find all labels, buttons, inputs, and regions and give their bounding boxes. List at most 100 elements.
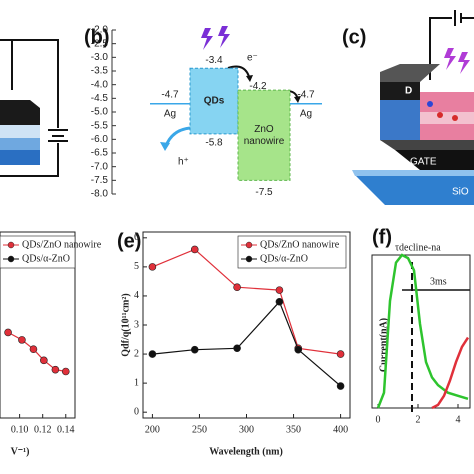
- ag-label: Ag: [300, 108, 312, 119]
- data-point: [51, 365, 60, 374]
- gate-top: [380, 140, 474, 150]
- data-point: [40, 356, 48, 365]
- annotation: τdecline-na: [395, 242, 441, 253]
- level-label: -4.7: [297, 89, 315, 100]
- data-point: [275, 297, 284, 306]
- band-name: ZnO: [254, 124, 274, 135]
- series-line: [152, 248, 341, 355]
- data-point: [190, 345, 199, 354]
- light-icon: [444, 48, 456, 70]
- drain-top: [380, 64, 440, 82]
- layer: [420, 112, 474, 124]
- arrow-head: [160, 142, 170, 151]
- arrow-head: [246, 75, 253, 82]
- y-tick-label: 1: [134, 377, 139, 388]
- x-tick-label: 0.10: [11, 424, 29, 435]
- y-axis-label: Qdf/q(10¹¹cm²): [120, 293, 131, 356]
- band-name: nanowire: [244, 136, 285, 147]
- level-label: -7.5: [255, 187, 273, 198]
- wire: [0, 143, 59, 177]
- data-point: [233, 283, 241, 292]
- data-point: [148, 263, 157, 271]
- y-tick-label: -6.0: [91, 134, 109, 145]
- series-line: [431, 336, 470, 410]
- x-tick-label: 350: [286, 424, 301, 435]
- x-tick-label: 2: [416, 414, 421, 425]
- x-axis-label: V⁻¹): [11, 446, 30, 457]
- particle: [452, 115, 458, 121]
- legend-marker: [245, 255, 253, 263]
- channel: [380, 92, 420, 140]
- x-tick-label: 200: [145, 424, 160, 435]
- band-name: QDs: [204, 96, 225, 107]
- data-point: [275, 286, 284, 294]
- y-tick-label: 5: [134, 261, 139, 272]
- x-tick-label: 250: [192, 424, 207, 435]
- y-tick-label: 4: [134, 290, 139, 301]
- plot-frame: [0, 231, 76, 419]
- panel-label: (e): [117, 230, 141, 252]
- data-point: [233, 344, 241, 353]
- particle: [427, 101, 433, 107]
- x-tick-label: 0.14: [57, 424, 75, 435]
- gate-label: GATE: [410, 157, 437, 168]
- y-axis-label: Current(nA): [378, 318, 389, 372]
- legend-marker: [7, 241, 15, 249]
- data-point: [4, 328, 12, 337]
- layer: [0, 150, 40, 165]
- zno-band: [237, 89, 291, 181]
- drain: [380, 82, 420, 100]
- y-tick-label: -7.0: [91, 161, 109, 172]
- data-point: [61, 367, 70, 376]
- level-label: -4.7: [161, 89, 179, 100]
- legend-box: [0, 235, 76, 269]
- level-label: -3.4: [205, 55, 223, 66]
- panel-a-device: [0, 39, 68, 177]
- y-tick-label: 0: [134, 406, 139, 417]
- wire: [12, 39, 59, 128]
- wire: [429, 17, 452, 80]
- data-point: [336, 350, 345, 358]
- level-label: -4.2: [249, 81, 267, 92]
- annotation: 3ms: [430, 276, 447, 287]
- data-point: [336, 382, 345, 390]
- y-tick-label: -2.5: [91, 38, 109, 49]
- x-axis-label: Wavelength (nm): [209, 446, 283, 457]
- series-line: [152, 300, 341, 387]
- y-tick-label: -8.0: [91, 189, 109, 200]
- drain-label: D: [405, 86, 412, 97]
- y-tick-label: -5.5: [91, 120, 109, 131]
- legend-marker: [245, 241, 253, 249]
- x-tick-label: 400: [333, 424, 348, 435]
- series-line: [376, 253, 469, 409]
- layer: [0, 138, 40, 150]
- light-icon: [201, 28, 213, 50]
- plot-frame: [371, 254, 471, 409]
- x-tick-label: 0: [376, 414, 381, 425]
- layer: [0, 100, 40, 125]
- legend-label: QDs/α-ZnO: [260, 253, 308, 264]
- layer: [0, 125, 40, 138]
- electron-label: e⁻: [247, 53, 258, 64]
- light-icon: [218, 26, 230, 48]
- y-tick-label: -4.5: [91, 93, 109, 104]
- particle: [437, 112, 443, 118]
- substrate-top: [352, 170, 474, 176]
- legend-label: QDs/α-ZnO: [22, 253, 70, 264]
- y-tick-label: -3.5: [91, 66, 109, 77]
- data-point: [294, 345, 303, 354]
- y-tick-label: -3.0: [91, 52, 109, 63]
- data-point: [18, 336, 26, 344]
- x-tick-label: 4: [456, 414, 461, 425]
- panel-label: (b): [84, 26, 110, 48]
- legend-marker: [7, 255, 15, 263]
- y-tick-label: 3: [134, 319, 139, 330]
- legend-label: QDs/ZnO nanowire: [260, 239, 340, 250]
- ag-label: Ag: [164, 108, 176, 119]
- y-tick-label: -6.5: [91, 148, 109, 159]
- level-label: -5.8: [205, 138, 223, 149]
- legend-label: QDs/ZnO nanowire: [22, 239, 102, 250]
- y-tick-label: -4.0: [91, 79, 109, 90]
- panel-c: (c) D GATE SiO: [342, 10, 474, 205]
